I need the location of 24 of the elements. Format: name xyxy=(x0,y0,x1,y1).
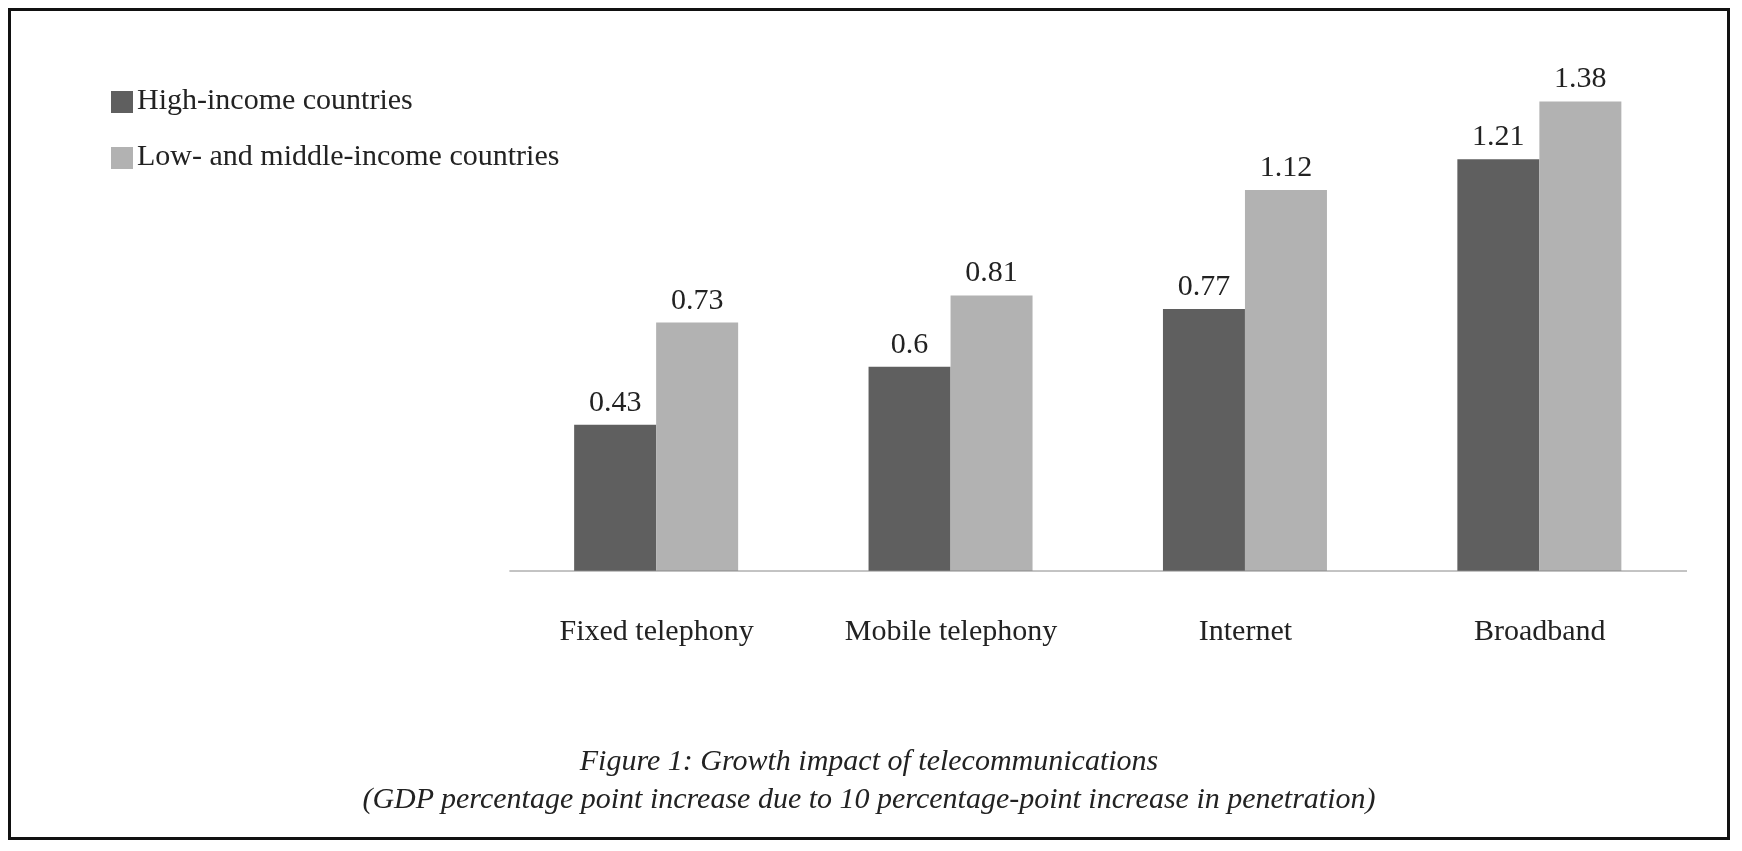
x-tick-label: Mobile telephony xyxy=(844,613,1058,647)
bar xyxy=(656,322,739,571)
bar xyxy=(1162,309,1245,571)
legend-label: High-income countries xyxy=(137,82,413,115)
data-label: 0.73 xyxy=(670,281,724,315)
x-tick-label: Broadband xyxy=(1473,613,1606,647)
text: (GDP percentage point increase due to 10 percentage-point increase in penetration) xyxy=(361,780,1377,816)
bar xyxy=(1457,159,1540,571)
legend-label: Low- and middle-income countries xyxy=(137,138,560,171)
bar xyxy=(574,424,657,571)
data-label: 0.77 xyxy=(1177,268,1231,301)
data-label: 1.38 xyxy=(1554,60,1607,94)
caption: Figure 1: Growth impact of telecommunications xyxy=(578,742,1160,778)
bar xyxy=(1539,101,1622,571)
data-label: 0.81 xyxy=(965,254,1018,288)
data-label: 1.12 xyxy=(1259,148,1313,182)
data-label: 1.21 xyxy=(1472,118,1525,152)
data-label: 0.43 xyxy=(588,383,642,417)
bar xyxy=(1244,189,1327,571)
bar xyxy=(868,366,951,571)
x-tick-label: Fixed telephony xyxy=(559,613,754,647)
bar xyxy=(950,295,1033,571)
data-label: 0.6 xyxy=(890,325,929,359)
x-tick-label: Internet xyxy=(1198,613,1293,647)
